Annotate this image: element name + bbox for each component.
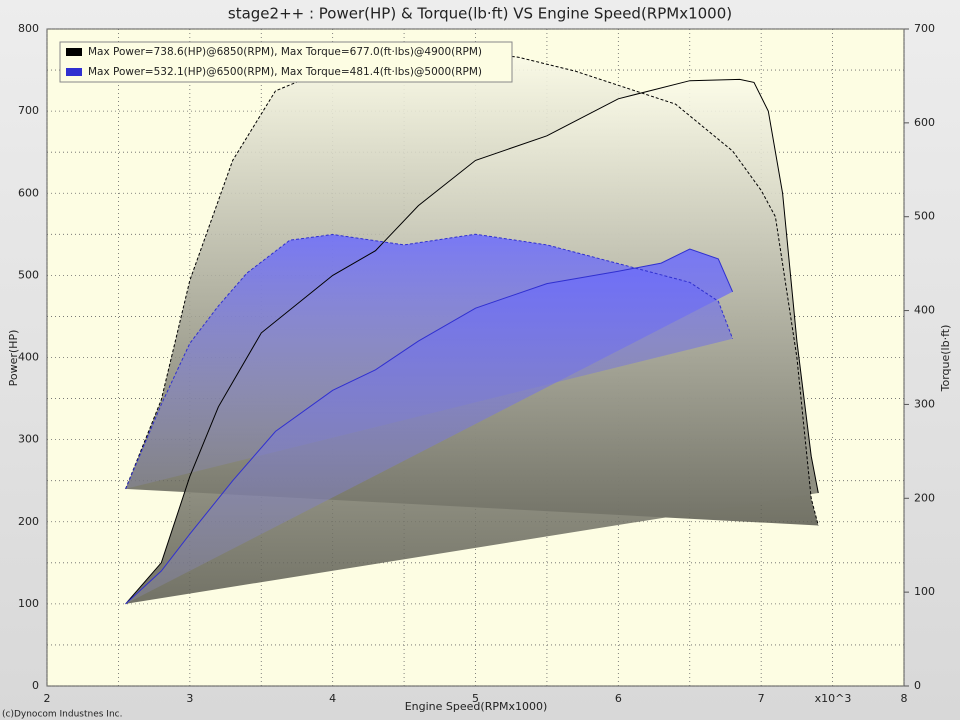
x-tick-label: 3 — [186, 692, 193, 705]
x-tick-label: 6 — [615, 692, 622, 705]
y2-tick-label: 500 — [914, 210, 935, 223]
chart-title: stage2++ : Power(HP) & Torque(lb·ft) VS … — [228, 5, 732, 23]
y-tick-label: 800 — [18, 22, 39, 35]
y-tick-label: 300 — [18, 433, 39, 446]
y-tick-label: 400 — [18, 351, 39, 364]
x-tick-label: 4 — [329, 692, 336, 705]
x-tick-label: 8 — [901, 692, 908, 705]
legend-label: Max Power=532.1(HP)@6500(RPM), Max Torqu… — [88, 66, 482, 78]
y2-tick-label: 200 — [914, 491, 935, 504]
y-tick-label: 600 — [18, 186, 39, 199]
x-tick-label: 2 — [44, 692, 51, 705]
power-line — [125, 78, 819, 605]
torque-line — [125, 233, 734, 490]
y2-tick-label: 600 — [914, 116, 935, 129]
legend-swatch — [66, 68, 82, 76]
y-tick-label: 100 — [18, 597, 39, 610]
y2-tick-label: 0 — [914, 679, 921, 692]
legend — [59, 41, 513, 83]
x-multiplier: x10^3 — [815, 692, 852, 705]
area-fill — [125, 249, 733, 604]
power-line — [125, 248, 734, 605]
copyright: (c)Dynocom Industnes Inc. — [2, 710, 122, 720]
legend-label: Max Power=738.6(HP)@6850(RPM), Max Torqu… — [88, 46, 482, 58]
x-tick-label: 5 — [472, 692, 479, 705]
y2-tick-label: 300 — [914, 397, 935, 410]
x-axis-label: Engine Speed(RPMx1000) — [405, 700, 548, 713]
y2-tick-label: 400 — [914, 304, 935, 317]
x-tick-label: 7 — [758, 692, 765, 705]
y2-tick-label: 100 — [914, 585, 935, 598]
legend-swatch — [66, 48, 82, 56]
y-tick-label: 700 — [18, 104, 39, 117]
y-axis-label: Power(HP) — [7, 330, 20, 387]
y-tick-label: 500 — [18, 268, 39, 281]
y2-axis-label: Torque(lb·ft) — [939, 325, 952, 393]
y2-tick-label: 700 — [914, 22, 935, 35]
y-tick-label: 0 — [32, 679, 39, 692]
y-tick-label: 200 — [18, 515, 39, 528]
torque-line — [125, 50, 819, 526]
